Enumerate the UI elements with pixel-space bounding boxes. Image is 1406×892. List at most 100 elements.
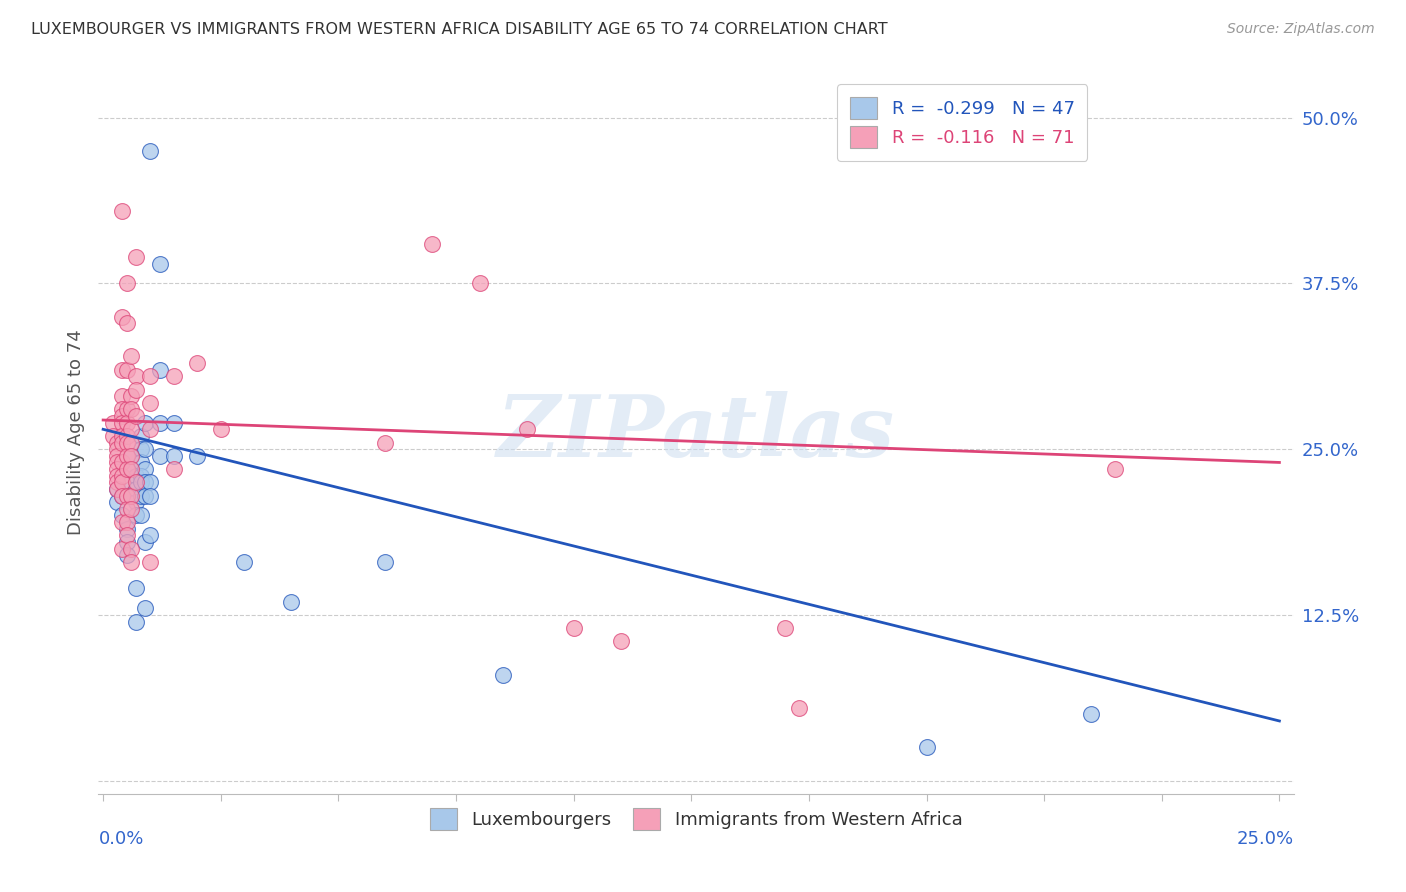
Point: [139, 528, 162, 542]
Text: 25.0%: 25.0%: [1236, 830, 1294, 848]
Point: [163, 369, 186, 384]
Point: [105, 442, 128, 457]
Point: [609, 634, 631, 648]
Point: [111, 489, 134, 503]
Point: [374, 435, 396, 450]
Point: [120, 449, 142, 463]
Point: [129, 489, 152, 503]
Point: [139, 489, 162, 503]
Point: [111, 402, 134, 417]
Point: [101, 429, 124, 443]
Point: [134, 489, 156, 503]
Point: [374, 555, 396, 569]
Point: [125, 468, 148, 483]
Point: [115, 535, 138, 549]
Point: [186, 449, 208, 463]
Point: [111, 429, 134, 443]
Point: [209, 422, 232, 436]
Point: [163, 416, 186, 430]
Point: [149, 449, 172, 463]
Point: [111, 310, 134, 324]
Text: ZIPatlas: ZIPatlas: [496, 391, 896, 475]
Point: [101, 416, 124, 430]
Point: [111, 389, 134, 403]
Point: [233, 555, 256, 569]
Point: [422, 236, 444, 251]
Point: [125, 508, 148, 523]
Point: [115, 449, 138, 463]
Point: [139, 475, 162, 490]
Point: [115, 515, 138, 529]
Point: [139, 369, 162, 384]
Point: [115, 501, 138, 516]
Point: [111, 508, 134, 523]
Point: [1104, 462, 1126, 476]
Point: [105, 475, 128, 490]
Point: [134, 601, 156, 615]
Point: [105, 455, 128, 469]
Point: [115, 462, 138, 476]
Point: [105, 495, 128, 509]
Point: [115, 528, 138, 542]
Point: [111, 416, 134, 430]
Point: [120, 475, 142, 490]
Point: [149, 416, 172, 430]
Point: [125, 615, 148, 629]
Point: [125, 409, 148, 423]
Point: [129, 468, 152, 483]
Point: [492, 667, 515, 681]
Point: [163, 449, 186, 463]
Point: [775, 621, 797, 635]
Point: [105, 482, 128, 496]
Point: [111, 435, 134, 450]
Legend: Luxembourgers, Immigrants from Western Africa: Luxembourgers, Immigrants from Western A…: [418, 796, 974, 843]
Point: [115, 416, 138, 430]
Point: [139, 144, 162, 158]
Point: [149, 362, 172, 376]
Point: [129, 429, 152, 443]
Point: [516, 422, 538, 436]
Point: [134, 475, 156, 490]
Point: [139, 555, 162, 569]
Point: [789, 700, 811, 714]
Point: [105, 435, 128, 450]
Point: [125, 475, 148, 490]
Point: [115, 362, 138, 376]
Point: [111, 475, 134, 490]
Point: [129, 442, 152, 457]
Point: [134, 535, 156, 549]
Point: [111, 489, 134, 503]
Point: [115, 402, 138, 417]
Point: [115, 489, 138, 503]
Point: [115, 522, 138, 536]
Point: [111, 203, 134, 218]
Point: [105, 468, 128, 483]
Point: [120, 402, 142, 417]
Point: [120, 350, 142, 364]
Y-axis label: Disability Age 65 to 74: Disability Age 65 to 74: [66, 330, 84, 535]
Point: [1080, 707, 1102, 722]
Point: [115, 316, 138, 330]
Point: [111, 541, 134, 556]
Point: [120, 501, 142, 516]
Point: [111, 409, 134, 423]
Point: [120, 462, 142, 476]
Point: [115, 435, 138, 450]
Point: [120, 389, 142, 403]
Point: [129, 508, 152, 523]
Point: [111, 468, 134, 483]
Point: [105, 449, 128, 463]
Point: [105, 482, 128, 496]
Point: [120, 555, 142, 569]
Point: [125, 383, 148, 397]
Text: 0.0%: 0.0%: [98, 830, 143, 848]
Point: [120, 449, 142, 463]
Point: [111, 455, 134, 469]
Point: [120, 422, 142, 436]
Point: [129, 475, 152, 490]
Point: [105, 462, 128, 476]
Point: [115, 429, 138, 443]
Point: [163, 462, 186, 476]
Point: [120, 541, 142, 556]
Point: [139, 422, 162, 436]
